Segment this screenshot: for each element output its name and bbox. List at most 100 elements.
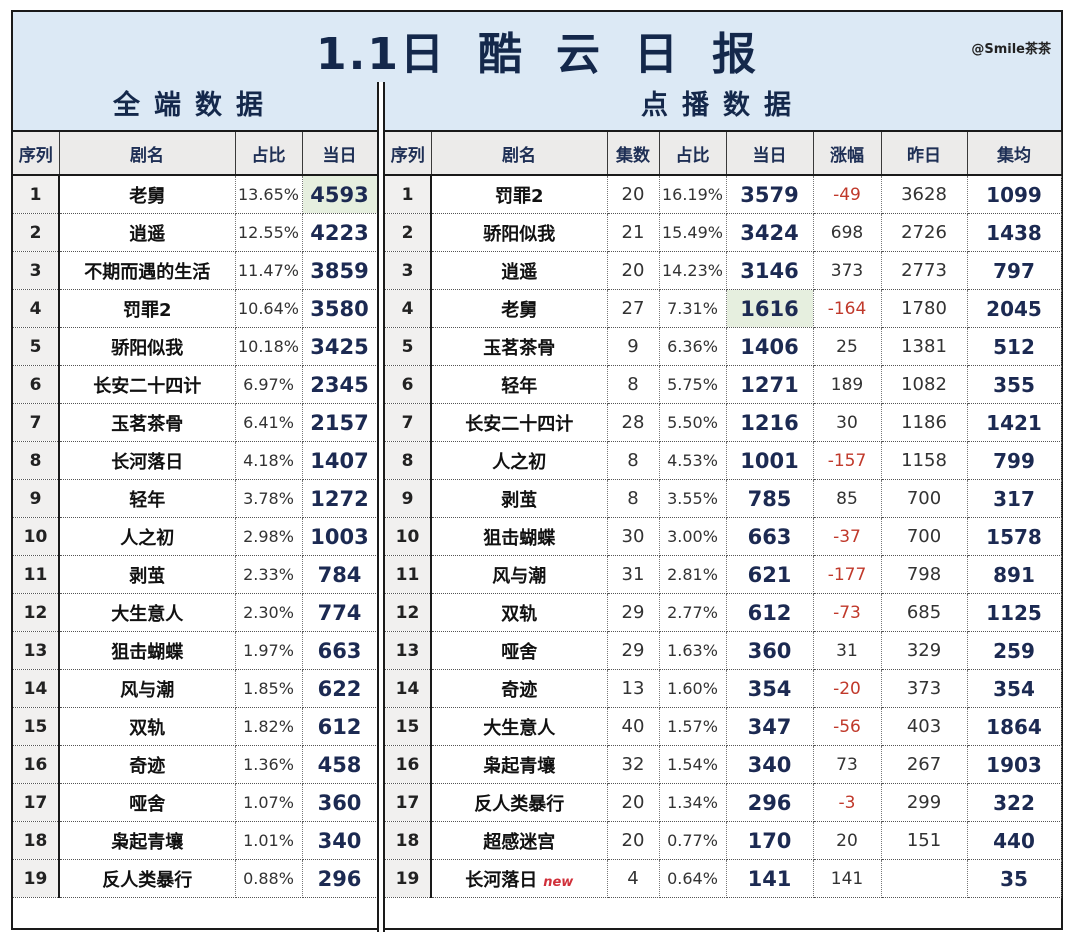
column-header: 占比 <box>235 132 303 176</box>
episodes-cell: 32 <box>607 745 660 784</box>
today-cell: 170 <box>726 821 814 860</box>
table-row: 16 枭起青壤 32 1.54% 340 73 267 1903 <box>385 745 1062 784</box>
episodes-cell: 20 <box>607 175 660 214</box>
drama-name-cell: 轻年 <box>59 479 236 518</box>
change-cell: -37 <box>813 517 882 556</box>
drama-name: 大生意人 <box>483 717 556 739</box>
drama-name-cell: 罚罪2 <box>59 289 236 328</box>
table-row: 13 狙击蝴蝶 1.97% 663 <box>13 631 378 670</box>
episode-avg-cell: 799 <box>967 441 1062 480</box>
table-row: 3 逍遥 20 14.23% 3146 373 2773 797 <box>385 251 1062 290</box>
episodes-cell: 29 <box>607 631 660 670</box>
title-char: 报 <box>711 29 758 80</box>
rank-cell: 15 <box>13 707 60 746</box>
today-cell: 1001 <box>726 441 814 480</box>
drama-name-cell: 狙击蝴蝶 <box>59 631 236 670</box>
drama-name-cell: 哑舍 <box>59 783 236 822</box>
rank-cell: 18 <box>13 821 60 860</box>
table-row: 7 玉茗茶骨 6.41% 2157 <box>13 403 378 442</box>
rank-cell: 14 <box>385 669 432 708</box>
rank-cell: 12 <box>13 593 60 632</box>
drama-name-cell: 反人类暴行 <box>431 783 608 822</box>
drama-name-cell: 大生意人 <box>431 707 608 746</box>
drama-name: 超感迷宫 <box>483 831 556 853</box>
episode-avg-cell: 1421 <box>967 403 1062 442</box>
today-cell: 784 <box>302 555 378 594</box>
episodes-cell: 30 <box>607 517 660 556</box>
rank-cell: 1 <box>13 175 60 214</box>
table-row: 12 大生意人 2.30% 774 <box>13 593 378 632</box>
today-cell: 1216 <box>726 403 814 442</box>
table-row: 5 玉茗茶骨 9 6.36% 1406 25 1381 512 <box>385 327 1062 366</box>
rank-cell: 8 <box>385 441 432 480</box>
episodes-cell: 8 <box>607 479 660 518</box>
yesterday-cell: 2726 <box>881 213 968 252</box>
today-cell: 621 <box>726 555 814 594</box>
drama-name-cell: 长河落日 <box>59 441 236 480</box>
share-cell: 1.07% <box>235 783 303 822</box>
share-cell: 2.81% <box>659 555 727 594</box>
today-cell: 340 <box>726 745 814 784</box>
today-cell: 785 <box>726 479 814 518</box>
rank-cell: 2 <box>13 213 60 252</box>
table-row: 9 剥茧 8 3.55% 785 85 700 317 <box>385 479 1062 518</box>
table-row: 11 风与潮 31 2.81% 621 -177 798 891 <box>385 555 1062 594</box>
drama-name-cell: 骄阳似我 <box>431 213 608 252</box>
yesterday-cell: 1082 <box>881 365 968 404</box>
table-row: 4 老舅 27 7.31% 1616 -164 1780 2045 <box>385 289 1062 328</box>
share-cell: 3.78% <box>235 479 303 518</box>
today-cell: 3146 <box>726 251 814 290</box>
table-row: 16 奇迹 1.36% 458 <box>13 745 378 784</box>
table-row: 14 奇迹 13 1.60% 354 -20 373 354 <box>385 669 1062 708</box>
on-demand-table: 序列 剧名 集数 占比 当日 涨幅 昨日 集均 1 罚罪2 20 16.19% 3579 -49 3628… <box>385 132 1062 898</box>
rank-cell: 19 <box>385 859 432 898</box>
yesterday-cell: 299 <box>881 783 968 822</box>
share-cell: 0.64% <box>659 859 727 898</box>
change-cell: 31 <box>813 631 882 670</box>
column-header: 集均 <box>967 132 1062 176</box>
drama-name: 老舅 <box>501 299 538 321</box>
episode-avg-cell: 512 <box>967 327 1062 366</box>
share-cell: 2.77% <box>659 593 727 632</box>
episodes-cell: 28 <box>607 403 660 442</box>
drama-name-cell: 老舅 <box>59 175 236 214</box>
rank-cell: 17 <box>13 783 60 822</box>
today-cell: 360 <box>302 783 378 822</box>
share-cell: 2.33% <box>235 555 303 594</box>
drama-name-cell: 老舅 <box>431 289 608 328</box>
rank-cell: 16 <box>13 745 60 784</box>
table-row: 8 人之初 8 4.53% 1001 -157 1158 799 <box>385 441 1062 480</box>
title-char: 云 <box>555 29 602 80</box>
today-cell: 1003 <box>302 517 378 556</box>
rank-cell: 5 <box>13 327 60 366</box>
drama-name: 逍遥 <box>501 261 538 283</box>
episodes-cell: 29 <box>607 593 660 632</box>
episodes-cell: 8 <box>607 441 660 480</box>
drama-name-cell: 大生意人 <box>59 593 236 632</box>
table-row: 6 长安二十四计 6.97% 2345 <box>13 365 378 404</box>
section-title: 点播数据 <box>385 82 1061 132</box>
table-row: 9 轻年 3.78% 1272 <box>13 479 378 518</box>
table-row: 11 剥茧 2.33% 784 <box>13 555 378 594</box>
drama-name-cell: 奇迹 <box>431 669 608 708</box>
yesterday-cell: 1381 <box>881 327 968 366</box>
share-cell: 6.41% <box>235 403 303 442</box>
today-cell: 622 <box>302 669 378 708</box>
episode-avg-cell: 2045 <box>967 289 1062 328</box>
drama-name-cell: 狙击蝴蝶 <box>431 517 608 556</box>
title-char: 日 <box>633 29 680 80</box>
share-cell: 1.36% <box>235 745 303 784</box>
change-cell: 73 <box>813 745 882 784</box>
today-cell: 1271 <box>726 365 814 404</box>
drama-name-cell: 剥茧 <box>59 555 236 594</box>
yesterday-cell: 685 <box>881 593 968 632</box>
column-header: 当日 <box>726 132 814 176</box>
drama-name: 罚罪2 <box>494 185 544 207</box>
share-cell: 4.53% <box>659 441 727 480</box>
change-cell: 373 <box>813 251 882 290</box>
new-badge: new <box>543 874 574 890</box>
share-cell: 1.63% <box>659 631 727 670</box>
episode-avg-cell: 1099 <box>967 175 1062 214</box>
on-demand-panel: 点播数据 序列 剧名 集数 占比 当日 涨幅 昨日 集均 1 罚罪2 20 16.19% 3579 -4… <box>385 82 1062 898</box>
drama-name-cell: 反人类暴行 <box>59 859 236 898</box>
